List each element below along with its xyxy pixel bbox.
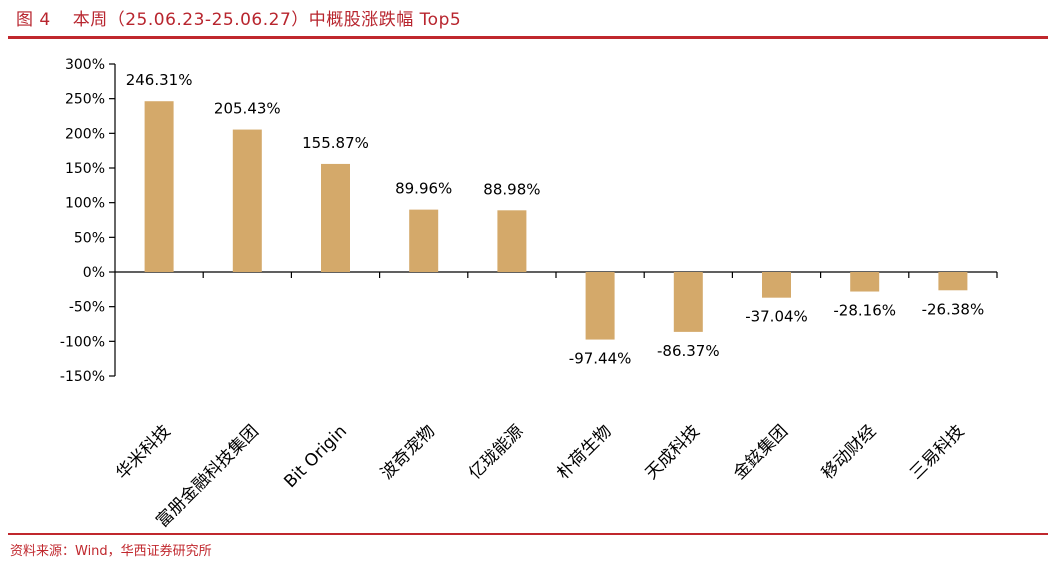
title-divider <box>8 36 1048 39</box>
data-label: -37.04% <box>745 308 808 326</box>
y-tick-label: 150% <box>65 161 105 177</box>
category-label: 华米科技 <box>112 421 174 483</box>
data-label: -97.44% <box>569 350 632 368</box>
bar <box>409 209 439 272</box>
data-label: 246.31% <box>126 71 193 89</box>
chart-title: 图 4 本周（25.06.23-25.06.27）中概股涨跌幅 Top5 <box>12 5 461 30</box>
bar <box>850 272 880 292</box>
data-label: 88.98% <box>483 180 540 198</box>
category-label: 波奇宠物 <box>377 421 439 483</box>
y-tick-label: 0% <box>83 265 105 281</box>
data-label: 155.87% <box>302 134 369 152</box>
bar <box>321 163 350 272</box>
y-tick-label: 250% <box>65 92 105 108</box>
category-label: 朴荷生物 <box>553 421 615 483</box>
data-label: -26.38% <box>922 300 985 318</box>
y-tick-label: -150% <box>60 369 105 385</box>
bar <box>938 272 968 291</box>
bar <box>673 272 703 332</box>
y-tick-label: -50% <box>69 300 105 316</box>
category-label: 天成科技 <box>642 421 704 483</box>
bar <box>232 129 262 272</box>
figure-title: 本周（25.06.23-25.06.27）中概股涨跌幅 Top5 <box>72 10 462 30</box>
data-label: -28.16% <box>833 302 896 320</box>
category-label: 三易科技 <box>906 421 968 483</box>
y-tick-label: 50% <box>74 230 105 246</box>
y-tick-label: 200% <box>65 126 105 142</box>
figure-number: 图 4 <box>16 10 51 30</box>
data-label: 89.96% <box>395 180 452 198</box>
bar <box>762 272 791 298</box>
data-label: 205.43% <box>214 100 281 118</box>
source-note: 资料来源：Wind，华西证券研究所 <box>10 544 212 559</box>
category-label: 亿珑能源 <box>465 421 527 483</box>
y-tick-label: -100% <box>60 334 105 350</box>
bar <box>585 272 615 340</box>
category-label: Bit Origin <box>280 421 351 492</box>
bar <box>497 210 527 272</box>
y-tick-label: 300% <box>65 57 105 73</box>
bar <box>144 101 174 272</box>
footer-divider <box>8 533 1048 535</box>
data-label: -86.37% <box>657 342 720 360</box>
category-label: 移动财经 <box>818 421 880 483</box>
bar-chart: 300% 250% 200% 150% 100% 50% 0% -50% -100% -150% 2… <box>60 57 998 530</box>
y-tick-label: 100% <box>65 196 105 212</box>
category-label: 金鉉集团 <box>730 421 792 483</box>
